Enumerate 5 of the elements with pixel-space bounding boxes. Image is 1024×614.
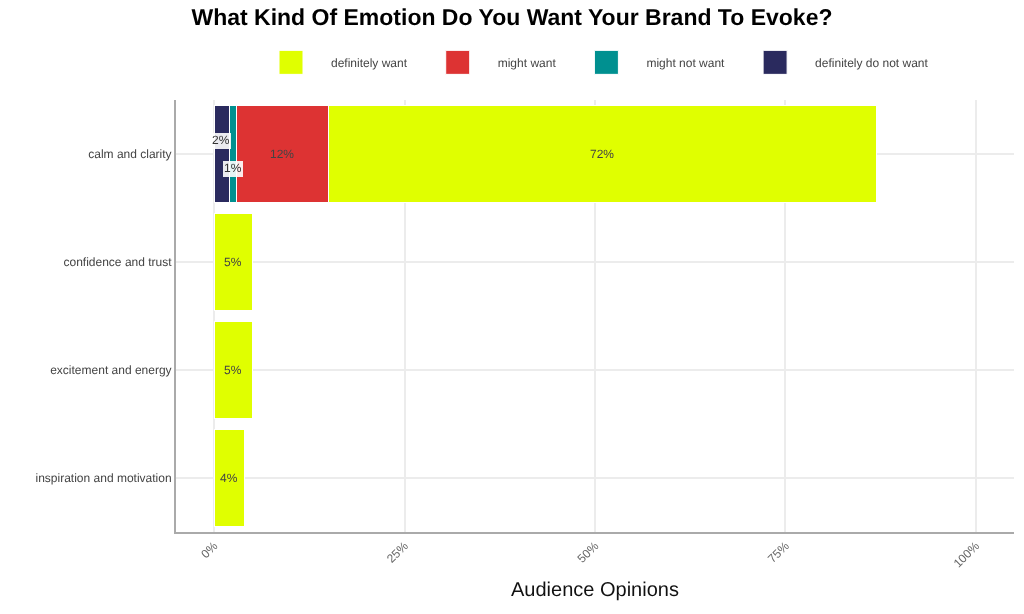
bar: [213, 320, 253, 420]
bar: [213, 428, 246, 528]
bar: [213, 212, 253, 312]
chart-title: What Kind Of Emotion Do You Want Your Brand To Evoke?: [191, 7, 833, 32]
x-axis-title: Audience Opinions: [511, 580, 679, 603]
